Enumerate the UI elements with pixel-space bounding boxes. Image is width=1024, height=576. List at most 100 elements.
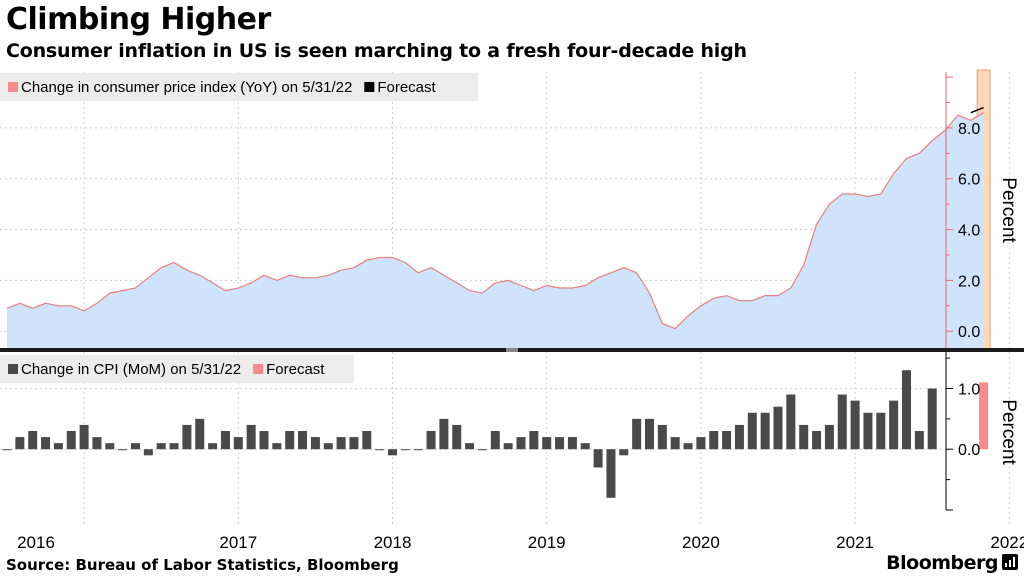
cpi-mom-bar bbox=[902, 370, 911, 450]
cpi-mom-bar bbox=[812, 431, 822, 450]
top-y-tick-label: 2.0 bbox=[958, 273, 980, 290]
cpi-mom-bar bbox=[272, 443, 282, 450]
bottom-legend-label: Forecast bbox=[266, 361, 325, 378]
cpi-mom-bar bbox=[580, 443, 590, 450]
panel-divider-handle bbox=[506, 348, 518, 352]
cpi-mom-bar bbox=[696, 437, 706, 450]
cpi-mom-bar bbox=[349, 437, 359, 450]
top-legend-label: Change in consumer price index (YoY) on … bbox=[21, 79, 352, 96]
cpi-mom-bar bbox=[760, 412, 770, 450]
top-y-axis-title: Percent bbox=[998, 177, 1019, 243]
cpi-yoy-area bbox=[7, 112, 984, 349]
cpi-mom-bar bbox=[143, 449, 153, 456]
cpi-yoy-series-line bbox=[6, 112, 984, 330]
cpi-mom-bar bbox=[619, 449, 629, 456]
top-legend-label: Forecast bbox=[377, 79, 436, 96]
cpi-mom-bar bbox=[233, 437, 243, 450]
cpi-mom-bar bbox=[375, 449, 385, 451]
x-tick-label: 2016 bbox=[17, 533, 55, 552]
cpi-mom-bar bbox=[606, 449, 616, 498]
top-y-tick-label: 4.0 bbox=[958, 223, 980, 240]
cpi-mom-bar bbox=[413, 449, 423, 451]
cpi-mom-bar bbox=[555, 437, 565, 450]
cpi-mom-bar bbox=[362, 431, 372, 450]
cpi-mom-bar bbox=[169, 443, 179, 450]
cpi-mom-bar bbox=[722, 431, 732, 450]
bottom-y-axis-title: Percent bbox=[998, 399, 1019, 465]
cpi-mom-bar bbox=[118, 449, 128, 451]
top-y-tick-label: 8.0 bbox=[958, 121, 980, 138]
cpi-mom-bar bbox=[2, 449, 12, 451]
cpi-mom-bar bbox=[53, 443, 63, 450]
top-legend-box bbox=[0, 73, 478, 101]
source-note: Source: Bureau of Labor Statistics, Bloo… bbox=[6, 556, 399, 574]
cpi-mom-bar bbox=[156, 443, 166, 450]
cpi-mom-bar bbox=[131, 443, 140, 450]
chart-subtitle: Consumer inflation in US is seen marchin… bbox=[6, 40, 747, 62]
top-y-tick-label: 0.0 bbox=[958, 324, 980, 341]
cpi-mom-bar bbox=[465, 443, 475, 450]
chart-title: Climbing Higher bbox=[6, 2, 271, 37]
cpi-mom-bar bbox=[786, 394, 796, 450]
bottom-legend-label: Change in CPI (MoM) on 5/31/22 bbox=[21, 361, 241, 378]
cpi-mom-bar bbox=[529, 431, 539, 450]
cpi-mom-bar bbox=[182, 424, 192, 450]
bottom-legend-swatch bbox=[253, 364, 264, 374]
cpi-mom-bar bbox=[670, 437, 680, 450]
cpi-mom-bar bbox=[927, 388, 937, 450]
cpi-mom-forecast-bar bbox=[979, 382, 989, 450]
cpi-mom-bar bbox=[452, 424, 462, 450]
cpi-mom-bar bbox=[477, 449, 487, 451]
bottom-legend-box bbox=[0, 355, 354, 383]
top-y-tick-label: 6.0 bbox=[958, 172, 980, 189]
cpi-yoy-forecast-line bbox=[970, 106, 984, 114]
cpi-mom-bar bbox=[567, 437, 577, 450]
bloomberg-icon bbox=[1002, 554, 1018, 570]
cpi-mom-bar bbox=[439, 418, 449, 450]
cpi-mom-bar bbox=[747, 412, 757, 450]
cpi-mom-bar bbox=[285, 431, 295, 450]
cpi-mom-bar bbox=[542, 437, 552, 450]
cpi-mom-bar bbox=[298, 431, 308, 450]
cpi-mom-bar bbox=[41, 437, 51, 450]
cpi-mom-bar bbox=[388, 449, 397, 456]
cpi-mom-bar bbox=[79, 424, 89, 450]
cpi-mom-bar bbox=[426, 431, 436, 450]
cpi-mom-bar bbox=[645, 418, 654, 450]
cpi-mom-bar bbox=[863, 412, 873, 450]
cpi-mom-bar bbox=[323, 443, 333, 450]
x-tick-label: 2020 bbox=[682, 533, 720, 552]
x-tick-label: 2017 bbox=[219, 533, 257, 552]
cpi-mom-bar bbox=[66, 431, 76, 450]
cpi-mom-bar bbox=[799, 424, 809, 450]
cpi-mom-bar bbox=[632, 418, 642, 450]
x-tick-label: 2019 bbox=[528, 533, 566, 552]
cpi-mom-bar bbox=[92, 437, 102, 450]
cpi-mom-bar bbox=[734, 424, 744, 450]
top-legend-swatch bbox=[364, 82, 375, 92]
cpi-mom-bar bbox=[336, 437, 346, 450]
bottom-legend-swatch bbox=[8, 364, 18, 374]
cpi-mom-bar bbox=[259, 431, 269, 450]
cpi-mom-bar bbox=[28, 431, 38, 450]
top-legend-swatch bbox=[8, 82, 18, 92]
bottom-y-tick-label: 0.0 bbox=[958, 442, 980, 459]
cpi-mom-bar bbox=[208, 443, 218, 450]
cpi-mom-bar bbox=[657, 424, 667, 450]
bottom-y-tick-label: 1.0 bbox=[958, 381, 980, 398]
cpi-mom-bar bbox=[593, 449, 603, 468]
cpi-mom-bar bbox=[195, 418, 205, 450]
cpi-mom-bar bbox=[516, 437, 526, 450]
cpi-mom-bar bbox=[709, 431, 719, 450]
x-tick-label: 2021 bbox=[836, 533, 874, 552]
cpi-mom-bar bbox=[876, 412, 886, 450]
cpi-mom-bar bbox=[246, 424, 256, 450]
cpi-mom-bar bbox=[105, 443, 115, 450]
cpi-mom-bar bbox=[773, 406, 783, 450]
cpi-mom-bar bbox=[683, 443, 693, 450]
cpi-mom-bar bbox=[220, 431, 230, 450]
cpi-mom-bar bbox=[914, 431, 924, 450]
cpi-mom-bar bbox=[503, 443, 513, 450]
brand-logo: Bloomberg bbox=[886, 552, 998, 574]
